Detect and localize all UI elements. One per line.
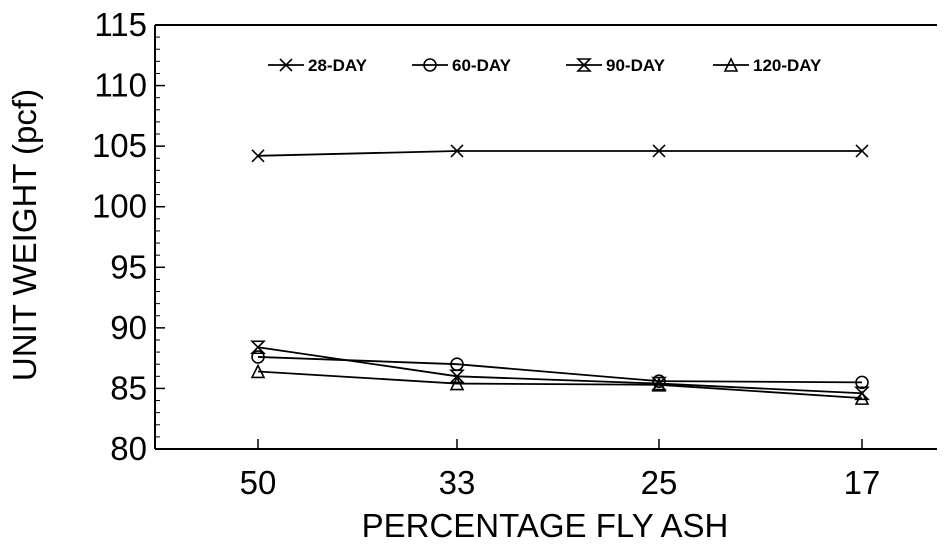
legend-item: 28-DAY [268,56,368,75]
series-line [257,356,863,384]
x-tick-label: 25 [641,464,678,501]
x-axis-title: PERCENTAGE FLY ASH [362,507,729,544]
series-28-day [251,144,869,163]
y-tick-label: 85 [110,369,147,406]
plot-frame [154,24,937,450]
y-tick-label: 90 [110,309,147,346]
data-point [449,369,465,384]
series-120-day [250,363,870,405]
data-point [251,350,265,364]
series-line [257,346,863,395]
x-tick-label: 50 [240,464,277,501]
y-tick-label: 110 [94,67,147,104]
legend-item: 120-DAY [713,56,822,75]
legend-marker [723,57,739,72]
legend-item: 60-DAY [412,56,512,75]
x-tick-label: 33 [439,464,476,501]
data-point [251,149,265,163]
data-point [855,375,869,390]
data-point [250,363,266,379]
y-tick-label: 100 [92,188,147,225]
x-tick-label: 17 [844,464,881,501]
data-point [854,390,870,405]
data-point [652,374,666,388]
data-point [652,144,666,158]
y-tick-label: 95 [110,248,147,285]
legend-label: 60-DAY [452,56,512,75]
y-axis: 80 85 90 95 100 105 110 115 [92,6,165,467]
series-60-day [251,350,869,390]
series-line [257,150,862,157]
data-point [250,340,266,355]
series-layer [250,144,870,405]
legend-marker [279,58,293,72]
legend: 28-DAY 60-DAY 90-DAY 120-DAY [268,56,822,75]
legend-label: 120-DAY [753,56,822,75]
x-axis: 50 33 25 17 [240,439,881,501]
data-point [855,144,869,158]
data-point [651,377,667,392]
legend-item: 90-DAY [566,56,666,75]
data-point [450,144,464,158]
y-tick-label: 115 [94,6,147,43]
legend-marker [576,58,592,72]
data-point [449,375,465,391]
legend-label: 90-DAY [606,56,666,75]
y-tick-label: 105 [92,127,147,164]
series-90-day [250,340,870,401]
series-line [257,370,863,400]
y-axis-title: UNIT WEIGHT (pcf) [6,89,43,381]
legend-label: 28-DAY [308,56,368,75]
y-tick-label: 80 [110,430,147,467]
legend-marker [423,58,437,72]
